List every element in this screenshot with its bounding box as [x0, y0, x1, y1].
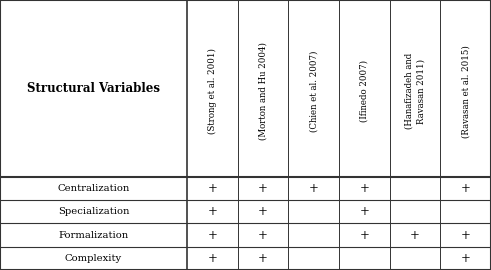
Text: +: +: [207, 229, 217, 242]
Text: +: +: [461, 229, 470, 242]
Text: +: +: [461, 182, 470, 195]
Text: Complexity: Complexity: [65, 254, 122, 263]
Text: +: +: [258, 252, 268, 265]
Text: (Ravasan et al. 2015): (Ravasan et al. 2015): [461, 45, 470, 137]
Text: (Strong et al. 2001): (Strong et al. 2001): [208, 48, 217, 134]
Text: +: +: [258, 229, 268, 242]
Text: (Chien et al. 2007): (Chien et al. 2007): [309, 50, 318, 132]
Text: Specialization: Specialization: [58, 207, 129, 216]
Text: +: +: [410, 229, 420, 242]
Text: (Morton and Hu 2004): (Morton and Hu 2004): [258, 42, 268, 140]
Text: Centralization: Centralization: [57, 184, 130, 193]
Text: Structural Variables: Structural Variables: [27, 82, 160, 95]
Text: +: +: [359, 229, 369, 242]
Text: +: +: [461, 252, 470, 265]
Text: Formalization: Formalization: [58, 231, 129, 239]
Text: +: +: [309, 182, 319, 195]
Text: +: +: [359, 182, 369, 195]
Text: +: +: [359, 205, 369, 218]
Text: +: +: [207, 182, 217, 195]
Text: (Ifinedo 2007): (Ifinedo 2007): [360, 60, 369, 122]
Text: +: +: [207, 252, 217, 265]
Text: +: +: [258, 182, 268, 195]
Text: +: +: [207, 205, 217, 218]
Text: (Hanafizadeh and
Ravasan 2011): (Hanafizadeh and Ravasan 2011): [405, 53, 425, 129]
Text: +: +: [258, 205, 268, 218]
